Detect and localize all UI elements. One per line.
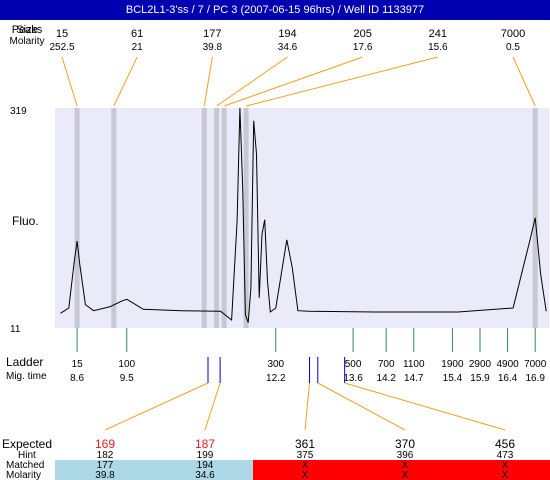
matched-value: X: [402, 460, 409, 471]
matched-molarity-value: X: [302, 470, 309, 480]
peak-band: [201, 108, 207, 328]
matched-molarity-value: X: [502, 470, 509, 480]
hint-value: 375: [297, 450, 314, 461]
y-min-tick-label: 11: [10, 324, 21, 335]
molarity-header-label: Molarity: [9, 36, 44, 47]
matched-fail-band: [253, 460, 550, 480]
peak-connector: [512, 56, 536, 107]
ladder-mig-label: 14.7: [404, 373, 424, 384]
expected-size-label: 187: [195, 437, 215, 451]
peaks-header-label: Peaks: [12, 24, 43, 36]
expected-size-label: 361: [295, 437, 315, 451]
peak-connector: [203, 56, 213, 107]
matched-value: 177: [97, 460, 114, 471]
matched-value: X: [302, 460, 309, 471]
peak-band: [221, 108, 227, 328]
y-max-tick-label: 319: [10, 106, 27, 117]
matched-ok-band: [55, 460, 253, 480]
ladder-size-label: 1900: [441, 359, 464, 370]
peak-connector: [61, 56, 78, 107]
peak-molarity-label: 252.5: [49, 42, 74, 53]
peak-molarity-label: 17.6: [353, 42, 373, 53]
expected-size-label: 456: [495, 437, 515, 451]
peak-size-label: 15: [56, 28, 68, 40]
molarity-bottom-label: Molarity: [6, 470, 41, 480]
peak-size-label: 61: [131, 28, 143, 40]
ladder-mig-label: 13.6: [343, 373, 363, 384]
hint-value: 473: [497, 450, 514, 461]
ladder-size-label: 100: [118, 359, 135, 370]
peak-connector: [223, 56, 363, 107]
peak-band: [214, 108, 220, 328]
ladder-size-label: 500: [345, 359, 362, 370]
ladder-size-label: 7000: [524, 359, 547, 370]
expected-size-label: 169: [95, 437, 115, 451]
ladder-mig-label: 16.4: [498, 373, 518, 384]
ladder-size-label: 300: [267, 359, 284, 370]
ladder-size-label: 4900: [496, 359, 519, 370]
ladder-mig-label: 9.5: [120, 373, 134, 384]
peak-connector: [113, 56, 138, 107]
peak-connector: [216, 56, 288, 107]
ladder-mig-label: 14.2: [376, 373, 396, 384]
mig-time-label: Mig. time: [6, 371, 47, 382]
peak-band: [243, 108, 249, 328]
expected-connector: [317, 382, 406, 431]
ladder-mig-label: 15.4: [443, 373, 463, 384]
peak-molarity-label: 15.6: [428, 42, 448, 53]
peak-band: [111, 108, 117, 328]
fluorescence-trace: [60, 107, 547, 323]
expected-size-label: 370: [395, 437, 415, 451]
peak-size-label: 194: [278, 28, 296, 40]
peak-size-label: 177: [203, 28, 221, 40]
ladder-mig-label: 15.9: [470, 373, 490, 384]
peak-size-label: 7000: [501, 28, 525, 40]
peak-band: [74, 108, 80, 328]
peak-size-label: 205: [353, 28, 371, 40]
expected-connector: [104, 382, 209, 431]
ladder-size-label: 1100: [403, 359, 425, 370]
hint-value: 182: [97, 450, 114, 461]
expected-connector: [344, 382, 506, 431]
plot-area: [55, 108, 549, 328]
expected-connector: [304, 382, 311, 431]
ladder-mig-label: 8.6: [70, 373, 84, 384]
ladder-mig-label: 16.9: [525, 373, 545, 384]
matched-molarity-value: 39.8: [95, 470, 115, 480]
peak-size-label: 241: [429, 28, 447, 40]
hint-label: Hint: [18, 450, 36, 461]
matched-molarity-value: X: [402, 470, 409, 480]
hint-value: 396: [397, 450, 414, 461]
ladder-mig-label: 12.2: [266, 373, 286, 384]
hint-value: 199: [197, 450, 214, 461]
peak-molarity-label: 0.5: [506, 42, 520, 53]
matched-value: 194: [197, 460, 214, 471]
peak-molarity-label: 39.8: [203, 42, 223, 53]
size-header-label: Size: [16, 24, 37, 36]
ladder-size-label: 700: [378, 359, 395, 370]
ladder-size-label: 15: [72, 359, 84, 370]
matched-value: X: [502, 460, 509, 471]
ladder-size-label: 2900: [469, 359, 492, 370]
expected-label: Expected: [2, 437, 52, 451]
peak-connector: [245, 56, 438, 107]
peak-molarity-label: 34.6: [278, 42, 298, 53]
expected-connector: [204, 382, 221, 431]
fluo-axis-label: Fluo.: [12, 214, 39, 228]
matched-molarity-value: 34.6: [195, 470, 215, 480]
peak-molarity-label: 21: [132, 42, 144, 53]
ladder-label: Ladder: [6, 355, 43, 369]
matched-label: Matched: [6, 460, 44, 471]
window-title: BCL2L1-3'ss / 7 / PC 3 (2007-06-15 96hrs…: [0, 0, 550, 20]
